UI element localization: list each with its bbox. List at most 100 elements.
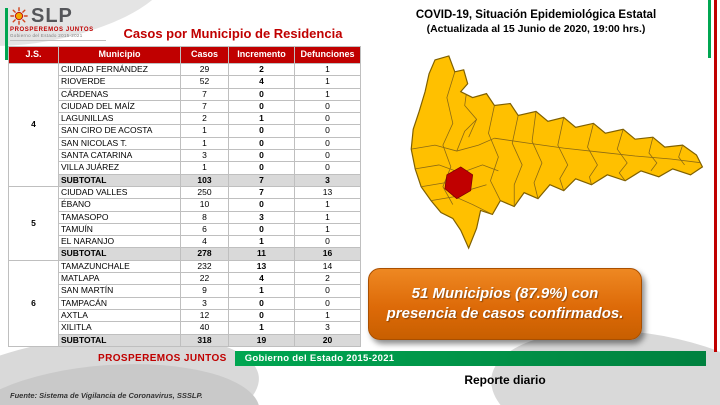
right-red-accent-line bbox=[714, 0, 717, 352]
municipality-row: TAMPACÁN 3 0 0 bbox=[9, 296, 361, 310]
defunciones-cell: 14 bbox=[294, 259, 361, 274]
defunciones-cell: 1 bbox=[294, 308, 361, 323]
casos-cell: 3 bbox=[180, 296, 229, 310]
casos-cell: 1 bbox=[180, 161, 229, 175]
defunciones-cell: 0 bbox=[294, 296, 361, 310]
header-js: J.S. bbox=[8, 46, 59, 64]
municipality-row: 6 TAMAZUNCHALE 232 13 14 bbox=[8, 259, 361, 347]
defunciones-cell: 0 bbox=[294, 161, 361, 175]
incremento-cell: 2 bbox=[228, 62, 295, 77]
municipio-cell: TAMAZUNCHALE bbox=[58, 259, 181, 274]
municipio-cell: LAGUNILLAS bbox=[58, 112, 181, 126]
right-green-accent-line bbox=[708, 0, 711, 58]
municipio-cell: XILITLA bbox=[58, 321, 181, 335]
subtotal-row: SUBTOTAL 103 7 3 bbox=[9, 173, 361, 187]
municipio-cell: CIUDAD FERNÁNDEZ bbox=[58, 62, 181, 77]
incremento-cell: 0 bbox=[228, 99, 295, 114]
municipality-row: VILLA JUÁREZ 1 0 0 bbox=[9, 161, 361, 175]
incremento-cell: 7 bbox=[228, 173, 295, 187]
defunciones-cell: 1 bbox=[294, 62, 361, 77]
incremento-cell: 0 bbox=[228, 161, 295, 175]
municipality-row: CIUDAD DEL MAÍZ 7 0 0 bbox=[9, 99, 361, 114]
casos-cell: 2 bbox=[180, 112, 229, 126]
page-title: Casos por Municipio de Residencia bbox=[123, 26, 343, 41]
san-luis-potosi-map-svg bbox=[410, 55, 704, 250]
subtotal-row: SUBTOTAL 278 11 16 bbox=[9, 247, 361, 261]
municipality-row: 5 CIUDAD VALLES 250 7 13 bbox=[8, 185, 361, 261]
municipio-cell: SUBTOTAL bbox=[58, 173, 181, 187]
logo-row: SLP bbox=[10, 6, 106, 26]
municipality-row: RIOVERDE 52 4 1 bbox=[9, 75, 361, 89]
municipality-row: 4 CIUDAD FERNÁNDEZ 29 2 1 bbox=[8, 62, 361, 187]
casos-cell: 1 bbox=[180, 124, 229, 138]
municipio-cell: AXTLA bbox=[58, 308, 181, 323]
defunciones-cell: 0 bbox=[294, 235, 361, 249]
table-header-row: J.S. Municipio Casos Incremento Defuncio… bbox=[8, 46, 361, 64]
casos-cell: 1 bbox=[180, 136, 229, 151]
municipality-row: LAGUNILLAS 2 1 0 bbox=[9, 112, 361, 126]
footer-green-bar: Gobierno del Estado 2015-2021 bbox=[234, 351, 706, 366]
incremento-cell: 1 bbox=[228, 235, 295, 249]
state-outline bbox=[410, 55, 704, 250]
incremento-cell: 1 bbox=[228, 284, 295, 298]
incremento-cell: 1 bbox=[228, 321, 295, 335]
incremento-cell: 13 bbox=[228, 259, 295, 274]
municipio-cell: VILLA JUÁREZ bbox=[58, 161, 181, 175]
casos-cell: 40 bbox=[180, 321, 229, 335]
municipio-cell: SAN MARTÍN bbox=[58, 284, 181, 298]
incremento-cell: 19 bbox=[228, 333, 295, 347]
casos-cell: 10 bbox=[180, 198, 229, 212]
cases-by-municipality-table: J.S. Municipio Casos Incremento Defuncio… bbox=[8, 46, 361, 347]
casos-cell: 4 bbox=[180, 235, 229, 249]
municipality-row: TAMASOPO 8 3 1 bbox=[9, 210, 361, 224]
municipality-row: MATLAPA 22 4 2 bbox=[9, 272, 361, 286]
municipality-row: SAN CIRO DE ACOSTA 1 0 0 bbox=[9, 124, 361, 138]
municipality-row: SAN NICOLAS T. 1 0 0 bbox=[9, 136, 361, 151]
municipality-row: ÉBANO 10 0 1 bbox=[9, 198, 361, 212]
defunciones-cell: 1 bbox=[294, 198, 361, 212]
incremento-cell: 0 bbox=[228, 222, 295, 237]
municipio-cell: SUBTOTAL bbox=[58, 247, 181, 261]
casos-cell: 3 bbox=[180, 149, 229, 163]
incremento-cell: 1 bbox=[228, 112, 295, 126]
municipio-cell: MATLAPA bbox=[58, 272, 181, 286]
header-casos: Casos bbox=[180, 46, 229, 64]
header-incremento: Incremento bbox=[228, 46, 295, 64]
incremento-cell: 0 bbox=[228, 124, 295, 138]
incremento-cell: 0 bbox=[228, 308, 295, 323]
callout-text: 51 Municipios (87.9%) con presencia de c… bbox=[386, 284, 624, 322]
municipio-cell: CIUDAD DEL MAÍZ bbox=[58, 99, 181, 114]
casos-cell: 8 bbox=[180, 210, 229, 224]
municipio-cell: SUBTOTAL bbox=[58, 333, 181, 347]
casos-cell: 103 bbox=[180, 173, 229, 187]
defunciones-cell: 20 bbox=[294, 333, 361, 347]
logo-brand-text: SLP bbox=[31, 5, 73, 27]
municipality-row: TAMUÍN 6 0 1 bbox=[9, 222, 361, 237]
casos-cell: 12 bbox=[180, 308, 229, 323]
municipio-cell: SAN NICOLAS T. bbox=[58, 136, 181, 151]
table-body: 4 CIUDAD FERNÁNDEZ 29 2 1 RIOVERDE 52 4 1 CÁRDENA… bbox=[8, 62, 361, 347]
defunciones-cell: 1 bbox=[294, 87, 361, 101]
defunciones-cell: 0 bbox=[294, 99, 361, 114]
callout-box: 51 Municipios (87.9%) con presencia de c… bbox=[368, 268, 642, 340]
header-municipio: Municipio bbox=[58, 46, 181, 64]
highlighted-municipality bbox=[444, 166, 474, 200]
defunciones-cell: 0 bbox=[294, 136, 361, 151]
municipio-cell: SANTA CATARINA bbox=[58, 149, 181, 163]
defunciones-cell: 2 bbox=[294, 272, 361, 286]
header-defunciones: Defunciones bbox=[294, 46, 361, 64]
casos-cell: 6 bbox=[180, 222, 229, 237]
jurisdiction-cell: 5 bbox=[8, 185, 59, 261]
incremento-cell: 0 bbox=[228, 87, 295, 101]
incremento-cell: 11 bbox=[228, 247, 295, 261]
incremento-cell: 4 bbox=[228, 272, 295, 286]
subtotal-row: SUBTOTAL 318 19 20 bbox=[9, 333, 361, 347]
casos-cell: 278 bbox=[180, 247, 229, 261]
defunciones-cell: 1 bbox=[294, 210, 361, 224]
jurisdiction-cell: 4 bbox=[8, 63, 59, 187]
left-green-accent-line bbox=[5, 8, 8, 60]
defunciones-cell: 1 bbox=[294, 222, 361, 237]
municipio-cell: EL NARANJO bbox=[58, 235, 181, 249]
defunciones-cell: 13 bbox=[294, 185, 361, 200]
defunciones-cell: 16 bbox=[294, 247, 361, 261]
